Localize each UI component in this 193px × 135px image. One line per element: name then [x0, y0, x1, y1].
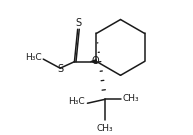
Text: O: O	[91, 56, 99, 66]
Text: CH₃: CH₃	[123, 94, 139, 103]
Polygon shape	[91, 60, 96, 63]
Text: S: S	[58, 64, 64, 74]
Text: CH₃: CH₃	[97, 124, 113, 133]
Text: S: S	[75, 18, 81, 28]
Text: H₃C: H₃C	[25, 53, 42, 62]
Text: H₃C: H₃C	[68, 97, 85, 106]
